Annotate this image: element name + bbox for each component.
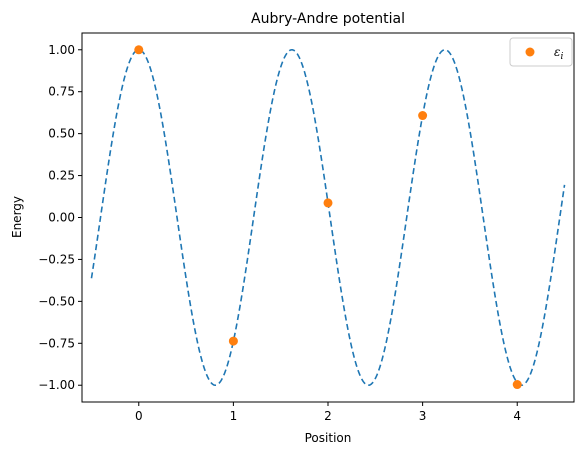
x-tick-label: 0 <box>135 409 143 423</box>
data-point <box>418 111 428 121</box>
y-tick-label: 0.25 <box>48 169 75 183</box>
data-point <box>512 380 522 390</box>
legend-marker <box>525 47 535 57</box>
legend-label: εi <box>554 45 563 62</box>
y-axis-label: Energy <box>10 196 24 238</box>
data-point <box>323 198 333 208</box>
x-axis-label: Position <box>305 431 352 445</box>
y-tick-label: 0.00 <box>48 211 75 225</box>
y-tick-label: −1.00 <box>38 378 75 392</box>
y-tick-label: −0.75 <box>38 336 75 350</box>
plot-area: 0 1 2 3 4 1.00 0.75 0.50 0.25 0.00 −0.25 −0.50 −0.75… <box>38 32 575 423</box>
data-point <box>228 336 238 346</box>
y-tick-label: 0.50 <box>48 127 75 141</box>
legend: εi <box>509 37 573 67</box>
data-point <box>134 45 144 55</box>
x-tick-label: 2 <box>324 409 332 423</box>
x-tick-label: 4 <box>513 409 521 423</box>
chart-title: Aubry-Andre potential <box>251 11 405 27</box>
x-tick-label: 1 <box>230 409 238 423</box>
y-tick-label: −0.50 <box>38 294 75 308</box>
x-tick-label: 3 <box>419 409 427 423</box>
y-tick-label: 0.75 <box>48 85 75 99</box>
y-tick-label: −0.25 <box>38 252 75 266</box>
legend-box <box>509 37 573 67</box>
y-tick-label: 1.00 <box>48 43 75 57</box>
